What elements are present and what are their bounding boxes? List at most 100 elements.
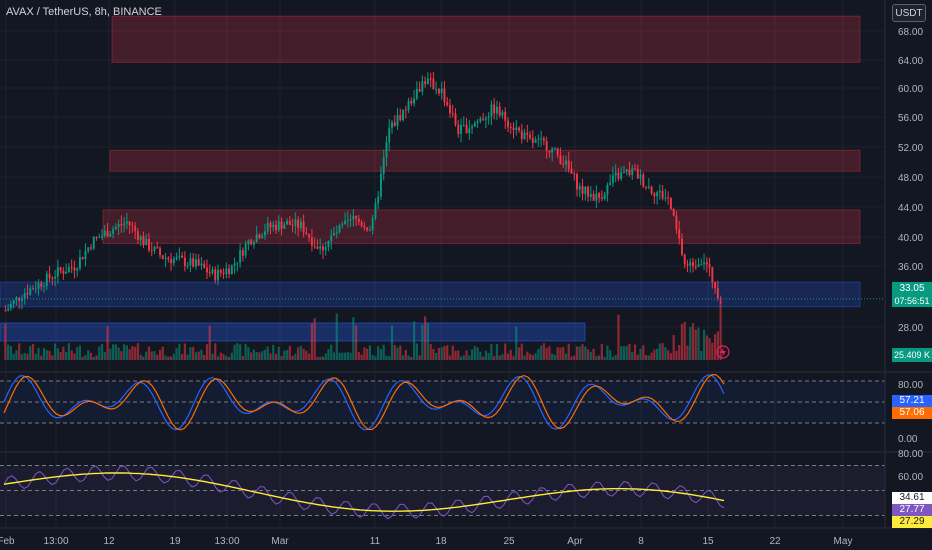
candle-body <box>686 264 689 266</box>
volume-bar <box>59 351 62 360</box>
candle-body <box>692 262 694 267</box>
candle-body <box>581 186 584 194</box>
volume-bar <box>614 354 617 360</box>
stoch-k-value-label: 57.21 <box>892 395 932 407</box>
volume-bar <box>266 346 269 360</box>
rsi-value-label-a: 34.61 <box>892 492 932 504</box>
volume-bar <box>147 346 151 360</box>
volume-bar <box>239 344 242 360</box>
volume-bar <box>324 353 327 360</box>
volume-bar <box>628 343 631 360</box>
candle-body <box>689 262 692 266</box>
volume-bar <box>261 351 264 360</box>
candle-body <box>399 115 402 120</box>
rsi-ma-line <box>3 472 725 512</box>
candle-body <box>636 168 639 179</box>
volume-bar <box>120 351 123 360</box>
volume-bar <box>537 348 540 360</box>
candle-body <box>366 227 369 231</box>
volume-bar <box>156 354 159 360</box>
time-label: 11 <box>370 536 381 547</box>
candle-body <box>164 258 167 260</box>
candle-body <box>338 225 341 233</box>
volume-bar <box>65 351 68 360</box>
volume-bar <box>272 344 275 360</box>
volume-bar <box>675 350 678 360</box>
volume-bar <box>567 343 570 360</box>
stoch-tick: 0.00 <box>898 434 918 445</box>
volume-bar <box>520 343 523 360</box>
volume-bar <box>482 356 485 360</box>
candle-body <box>551 148 554 153</box>
candle-body <box>714 282 717 289</box>
volume-bar <box>490 344 493 360</box>
candle-body <box>156 246 159 249</box>
volume-bar <box>377 345 380 360</box>
candle-body <box>520 130 523 140</box>
volume-bar <box>700 350 703 360</box>
candle-body <box>432 78 435 90</box>
candle-body <box>609 182 612 185</box>
volume-bar <box>658 343 661 360</box>
rsi-tick: 60.00 <box>898 472 923 483</box>
candle-body <box>371 218 374 231</box>
candle-body <box>360 221 363 227</box>
candle-body <box>78 257 81 269</box>
lightning-icon[interactable] <box>716 345 730 359</box>
volume-bar <box>56 348 59 360</box>
candle-body <box>255 234 258 243</box>
volume-bar <box>600 343 603 360</box>
candle-body <box>705 262 708 265</box>
candle-body <box>388 127 391 143</box>
volume-bar <box>84 354 87 360</box>
candle-body <box>54 276 57 279</box>
volume-bar <box>421 324 424 360</box>
symbol-title[interactable]: AVAX / TetherUS, 8h, BINANCE <box>6 6 162 18</box>
candle-body <box>128 221 131 226</box>
volume-bar <box>711 342 714 360</box>
candle-body <box>101 235 104 238</box>
candle-body <box>421 81 424 92</box>
candle-body <box>34 288 37 290</box>
volume-bar <box>716 331 719 360</box>
currency-button[interactable]: USDT <box>892 4 926 22</box>
candle-body <box>120 224 123 226</box>
demand-zone <box>0 281 861 308</box>
volume-bar <box>354 325 358 360</box>
volume-bar <box>570 356 573 360</box>
volume-bar <box>343 352 347 360</box>
volume-bar <box>169 356 173 360</box>
candle-body <box>333 233 335 236</box>
candle-body <box>225 268 228 274</box>
volume-bar <box>669 353 673 360</box>
candle-body <box>59 267 62 271</box>
volume-bar <box>470 349 474 360</box>
volume-bar <box>548 346 551 360</box>
volume-bar <box>285 350 289 360</box>
volume-bar <box>498 355 501 360</box>
volume-bar <box>308 353 311 360</box>
candle-body <box>680 238 683 255</box>
volume-bar <box>208 325 211 360</box>
volume-bar <box>432 348 435 360</box>
candle-body <box>178 255 181 258</box>
candle-body <box>457 124 460 134</box>
volume-bar <box>327 349 330 360</box>
candle-body <box>435 89 438 91</box>
candle-body <box>159 248 161 256</box>
volume-bar <box>493 356 496 360</box>
candle-body <box>600 197 603 199</box>
volume-bar <box>219 352 222 360</box>
volume-bar <box>280 356 283 360</box>
volume-bar <box>462 355 465 360</box>
candle-body <box>426 78 429 84</box>
volume-bar <box>620 346 623 360</box>
candle-body <box>509 127 512 129</box>
volume-bar <box>424 316 427 360</box>
volume-bar <box>319 356 322 360</box>
volume-bar <box>479 351 482 360</box>
volume-bar <box>51 355 54 360</box>
volume-bar <box>200 349 203 360</box>
candle-body <box>526 132 529 135</box>
